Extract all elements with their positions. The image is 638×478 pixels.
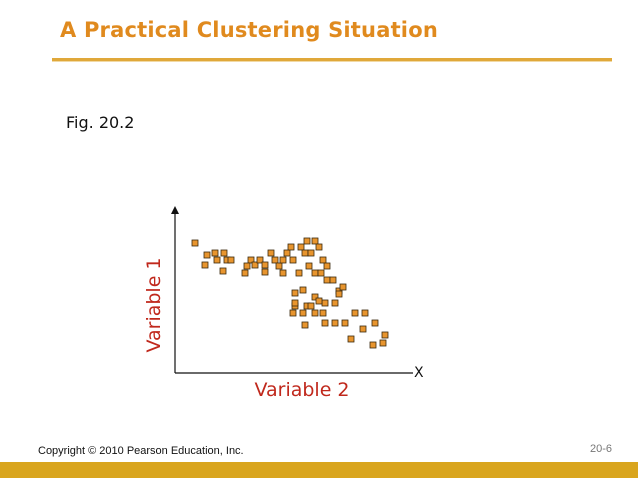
- data-point-48: [307, 302, 315, 310]
- data-point-12: [251, 261, 259, 269]
- data-point-2: [201, 261, 209, 269]
- data-point-1: [203, 251, 211, 259]
- data-point-22: [295, 269, 303, 277]
- data-point-59: [381, 331, 389, 339]
- data-point-45: [299, 309, 307, 317]
- data-point-31: [311, 269, 319, 277]
- data-point-51: [331, 319, 339, 327]
- data-point-0: [191, 239, 199, 247]
- data-point-23: [297, 243, 305, 251]
- data-point-3: [211, 249, 219, 257]
- slide-title: A Practical Clustering Situation: [60, 18, 438, 42]
- data-point-5: [219, 267, 227, 275]
- data-point-13: [256, 256, 264, 264]
- data-point-37: [335, 290, 343, 298]
- copyright-notice: Copyright © 2010 Pearson Education, Inc.: [38, 445, 244, 457]
- data-point-50: [321, 319, 329, 327]
- data-point-64: [317, 269, 325, 277]
- x-axis-label: Variable 2: [254, 379, 349, 401]
- data-point-53: [301, 321, 309, 329]
- data-point-32: [323, 262, 331, 270]
- data-point-52: [341, 319, 349, 327]
- data-point-11: [241, 269, 249, 277]
- data-point-26: [307, 249, 315, 257]
- data-point-36: [339, 283, 347, 291]
- figure-label: Fig. 20.2: [66, 113, 135, 132]
- data-point-4: [213, 256, 221, 264]
- data-point-28: [315, 243, 323, 251]
- data-point-14: [261, 261, 269, 269]
- data-point-9: [247, 256, 255, 264]
- data-point-55: [361, 309, 369, 317]
- data-point-15: [261, 268, 269, 276]
- data-point-19: [279, 269, 287, 277]
- data-point-27: [311, 237, 319, 245]
- data-point-63: [287, 243, 295, 251]
- data-point-18: [275, 262, 283, 270]
- data-point-33: [323, 276, 331, 284]
- data-point-49: [315, 297, 323, 305]
- data-point-60: [369, 341, 377, 349]
- data-point-46: [289, 309, 297, 317]
- data-points: [191, 237, 389, 349]
- data-point-56: [359, 325, 367, 333]
- x-axis-end-label: X: [414, 365, 424, 381]
- data-point-7: [220, 249, 228, 257]
- data-point-40: [311, 293, 319, 301]
- title-divider: [52, 58, 612, 61]
- data-point-58: [371, 319, 379, 327]
- data-point-17: [271, 256, 279, 264]
- data-point-61: [379, 339, 387, 347]
- data-point-29: [319, 256, 327, 264]
- page-number: 20-6: [589, 443, 612, 455]
- data-point-8: [227, 256, 235, 264]
- data-point-54: [351, 309, 359, 317]
- data-point-62: [279, 256, 287, 264]
- data-point-25: [303, 237, 311, 245]
- data-point-39: [321, 299, 329, 307]
- data-point-20: [283, 249, 291, 257]
- footer-bar: [0, 462, 638, 478]
- data-point-24: [301, 249, 309, 257]
- data-point-47: [291, 299, 299, 307]
- data-point-38: [331, 299, 339, 307]
- data-point-42: [299, 286, 307, 294]
- data-point-30: [305, 262, 313, 270]
- data-point-66: [311, 309, 319, 317]
- data-point-43: [291, 289, 299, 297]
- data-point-34: [329, 276, 337, 284]
- data-point-57: [347, 335, 355, 343]
- y-axis-label: Variable 1: [143, 257, 165, 352]
- data-point-10: [243, 262, 251, 270]
- data-point-16: [267, 249, 275, 257]
- data-point-21: [289, 256, 297, 264]
- data-point-65: [319, 309, 327, 317]
